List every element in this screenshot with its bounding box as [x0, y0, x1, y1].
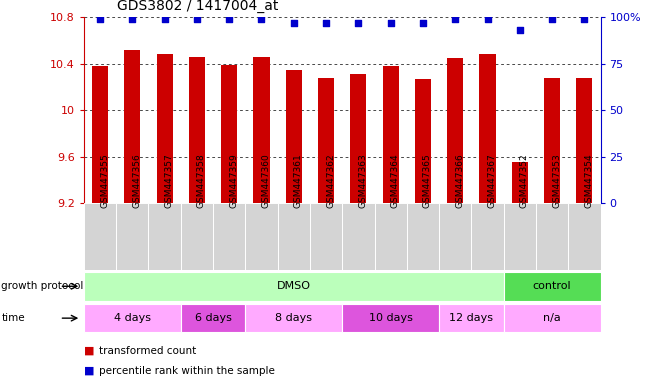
Bar: [278, 203, 310, 270]
Text: n/a: n/a: [544, 313, 561, 323]
Text: GSM447361: GSM447361: [294, 153, 303, 208]
Text: GSM447364: GSM447364: [391, 153, 400, 208]
Bar: [124, 50, 140, 203]
Text: percentile rank within the sample: percentile rank within the sample: [99, 366, 274, 376]
Text: GSM447362: GSM447362: [326, 153, 335, 208]
Bar: [148, 203, 180, 270]
Text: 8 days: 8 days: [275, 313, 312, 323]
Bar: [213, 203, 246, 270]
Point: [417, 20, 428, 26]
Bar: [544, 78, 560, 203]
Bar: [512, 162, 528, 203]
Bar: [84, 203, 116, 270]
Bar: [415, 79, 431, 203]
Text: GSM447354: GSM447354: [584, 153, 593, 208]
Bar: [246, 304, 342, 333]
Text: GSM447367: GSM447367: [488, 153, 497, 208]
Bar: [92, 66, 108, 203]
Bar: [374, 203, 407, 270]
Text: GSM447357: GSM447357: [164, 153, 174, 208]
Bar: [350, 74, 366, 203]
Point: [321, 20, 331, 26]
Text: ■: ■: [84, 346, 95, 356]
Text: GSM447363: GSM447363: [358, 153, 367, 208]
Text: 6 days: 6 days: [195, 313, 231, 323]
Bar: [246, 203, 278, 270]
Point: [95, 16, 105, 22]
Bar: [504, 304, 601, 333]
Text: GSM447365: GSM447365: [423, 153, 432, 208]
Text: 10 days: 10 days: [368, 313, 413, 323]
Bar: [382, 66, 399, 203]
Text: 12 days: 12 days: [450, 313, 493, 323]
Bar: [84, 272, 504, 301]
Bar: [504, 272, 601, 301]
Bar: [439, 304, 504, 333]
Bar: [439, 203, 471, 270]
Text: 4 days: 4 days: [114, 313, 151, 323]
Bar: [536, 203, 568, 270]
Bar: [116, 203, 148, 270]
Point: [515, 27, 525, 33]
Text: GSM447355: GSM447355: [100, 153, 109, 208]
Text: GSM447359: GSM447359: [229, 153, 238, 208]
Point: [450, 16, 460, 22]
Bar: [471, 203, 504, 270]
Point: [579, 16, 590, 22]
Point: [289, 20, 299, 26]
Bar: [480, 55, 496, 203]
Text: time: time: [1, 313, 25, 323]
Bar: [342, 203, 374, 270]
Text: ■: ■: [84, 366, 95, 376]
Point: [353, 20, 364, 26]
Bar: [318, 78, 334, 203]
Bar: [504, 203, 536, 270]
Point: [385, 20, 396, 26]
Bar: [407, 203, 439, 270]
Point: [224, 16, 235, 22]
Text: transformed count: transformed count: [99, 346, 196, 356]
Bar: [286, 70, 302, 203]
Point: [127, 16, 138, 22]
Text: GSM447352: GSM447352: [520, 153, 529, 208]
Text: GDS3802 / 1417004_at: GDS3802 / 1417004_at: [117, 0, 278, 13]
Bar: [576, 78, 592, 203]
Bar: [180, 203, 213, 270]
Bar: [254, 57, 270, 203]
Text: GSM447353: GSM447353: [552, 153, 561, 208]
Text: GSM447356: GSM447356: [132, 153, 142, 208]
Text: control: control: [533, 281, 572, 291]
Text: growth protocol: growth protocol: [1, 281, 84, 291]
Bar: [189, 57, 205, 203]
Point: [159, 16, 170, 22]
Bar: [310, 203, 342, 270]
Bar: [447, 58, 463, 203]
Point: [547, 16, 558, 22]
Text: DMSO: DMSO: [276, 281, 311, 291]
Bar: [156, 55, 172, 203]
Text: GSM447358: GSM447358: [197, 153, 206, 208]
Bar: [342, 304, 439, 333]
Bar: [568, 203, 601, 270]
Text: GSM447360: GSM447360: [262, 153, 270, 208]
Bar: [180, 304, 246, 333]
Bar: [221, 65, 238, 203]
Bar: [84, 304, 180, 333]
Text: GSM447366: GSM447366: [455, 153, 464, 208]
Point: [482, 16, 493, 22]
Point: [256, 16, 267, 22]
Point: [191, 16, 202, 22]
